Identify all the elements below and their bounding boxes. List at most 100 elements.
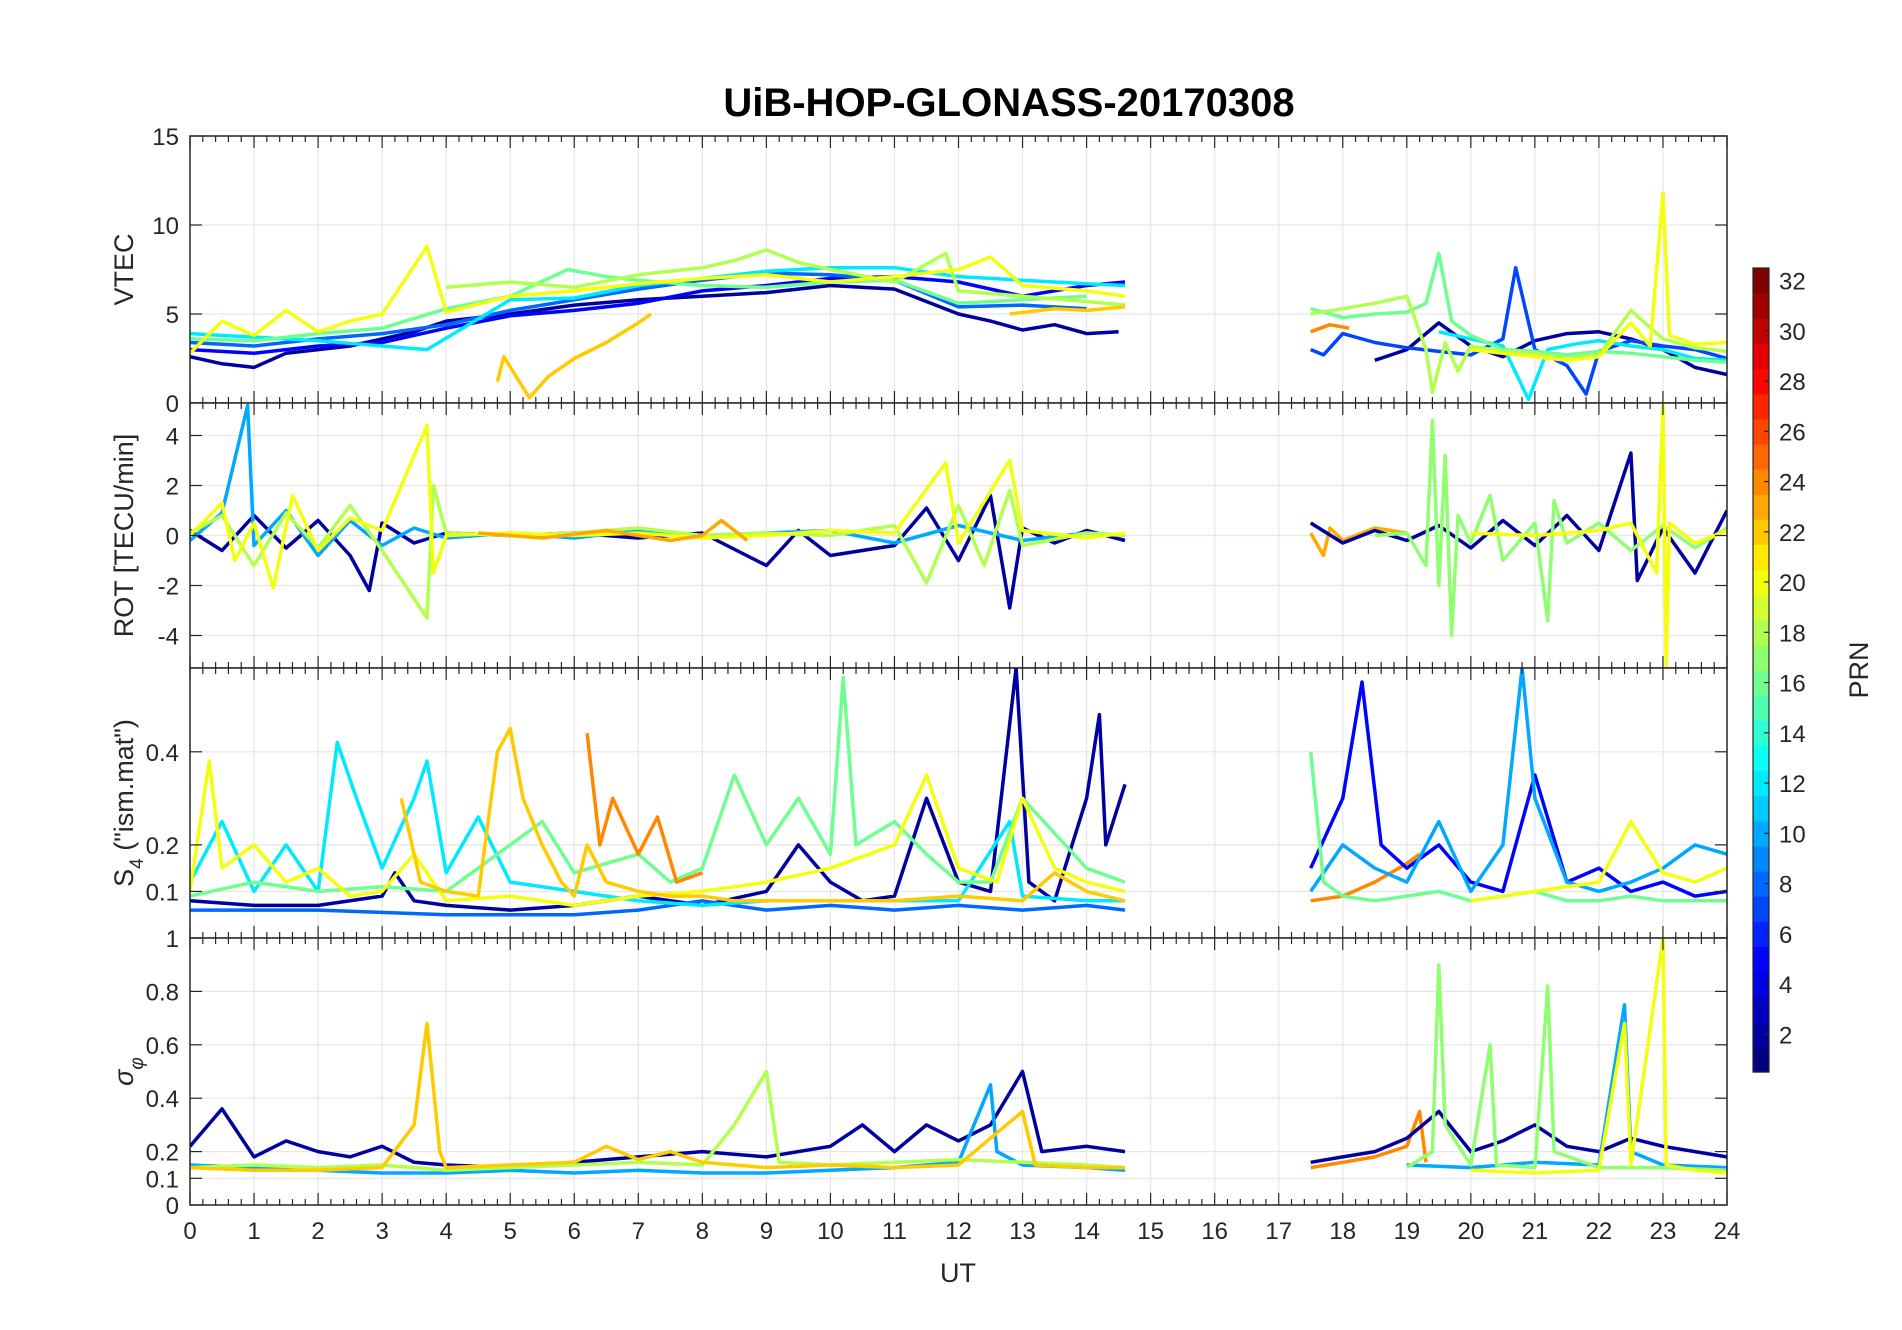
y-axis-label-vtec: VTEC bbox=[109, 233, 139, 305]
series-line-prn-10 bbox=[1406, 1003, 1727, 1170]
x-tick-label: 23 bbox=[1650, 1218, 1677, 1245]
colorbar-swatch-prn-9 bbox=[1753, 845, 1769, 872]
series-group bbox=[190, 938, 1727, 1175]
series-line-prn-20 bbox=[1470, 191, 1727, 363]
x-tick-label: 24 bbox=[1714, 1218, 1741, 1245]
x-tick-label: 12 bbox=[945, 1218, 972, 1245]
colorbar-swatch-prn-19 bbox=[1753, 594, 1769, 621]
x-axis-label: UT bbox=[940, 1258, 976, 1288]
y-axis-label-sigma_phi: σφ bbox=[109, 1057, 148, 1086]
series-line-prn-10 bbox=[1309, 668, 1727, 894]
y-tick-label: 4 bbox=[166, 424, 179, 451]
x-tick-label: 5 bbox=[504, 1218, 517, 1245]
colorbar-swatch-prn-11 bbox=[1753, 795, 1769, 822]
x-tick-label: 1 bbox=[247, 1218, 260, 1245]
colorbar-swatch-prn-8 bbox=[1753, 871, 1769, 897]
series-line-prn-5 bbox=[1309, 680, 1727, 898]
series-line-prn-20 bbox=[190, 759, 1126, 908]
panel-vtec: 0 5 10 15 VTEC bbox=[109, 124, 1728, 418]
colorbar-swatch-prn-16 bbox=[1753, 670, 1769, 696]
x-tick-label: 4 bbox=[439, 1218, 452, 1245]
series-line-prn-18 bbox=[446, 248, 1126, 307]
panel-rot: -4 -2 0 2 4 ROT [TECU/min] bbox=[109, 402, 1728, 669]
colorbar-tick-label: 26 bbox=[1779, 419, 1806, 446]
colorbar-label: PRN bbox=[1844, 641, 1874, 698]
series-line-prn-22 bbox=[399, 726, 1126, 903]
colorbar-tick-label: 14 bbox=[1779, 721, 1806, 748]
series-line-prn-23 bbox=[1309, 526, 1408, 558]
colorbar-tick-label: 20 bbox=[1779, 570, 1806, 597]
series-line-prn-24 bbox=[1310, 322, 1350, 334]
y-tick-label: 15 bbox=[152, 124, 179, 151]
y-axis-label-s4: S4 ("ism.mat") bbox=[109, 719, 148, 887]
x-tick-label: 15 bbox=[1137, 1218, 1164, 1245]
colorbar-swatch-prn-10 bbox=[1753, 820, 1769, 847]
colorbar-swatch-prn-29 bbox=[1753, 343, 1769, 370]
series-line-prn-24 bbox=[585, 733, 703, 884]
colorbar-swatch-prn-1 bbox=[1753, 1046, 1769, 1073]
series-line-prn-8 bbox=[190, 899, 1126, 917]
panel-sigma_phi: 00.10.2 0.4 0.6 0.8 1 σφ bbox=[109, 926, 1728, 1220]
y-tick-label: 0.2 bbox=[146, 1140, 179, 1167]
colorbar-swatch-prn-20 bbox=[1753, 569, 1769, 596]
x-tick-label: 19 bbox=[1393, 1218, 1420, 1245]
y-tick-label: 0.1 bbox=[146, 1166, 179, 1193]
colorbar-swatch-prn-5 bbox=[1753, 946, 1769, 973]
colorbar-tick-label: 12 bbox=[1779, 771, 1806, 798]
y-tick-label: -4 bbox=[158, 624, 179, 651]
y-tick-label: 10 bbox=[152, 213, 179, 240]
x-tick-label: 6 bbox=[568, 1218, 581, 1245]
x-tick-label: 0 bbox=[183, 1218, 196, 1245]
colorbar-tick-label: 24 bbox=[1779, 470, 1806, 497]
y-tick-label: 0.4 bbox=[146, 1086, 179, 1113]
colorbar-tick-label: 10 bbox=[1779, 821, 1806, 848]
colorbar-swatch-prn-22 bbox=[1753, 519, 1769, 545]
x-tick-label: 3 bbox=[375, 1218, 388, 1245]
series-line-prn-8 bbox=[190, 271, 1087, 348]
colorbar-swatch-prn-23 bbox=[1753, 494, 1769, 520]
series-line-prn-7 bbox=[1310, 265, 1727, 396]
colorbar-swatch-prn-2 bbox=[1753, 1021, 1769, 1048]
colorbar-tick-label: 32 bbox=[1779, 269, 1806, 296]
series-line-prn-20 bbox=[190, 244, 1126, 355]
colorbar-swatch-prn-32 bbox=[1753, 268, 1769, 294]
colorbar-swatch-prn-21 bbox=[1753, 544, 1769, 571]
y-tick-label: 0.8 bbox=[146, 979, 179, 1006]
x-tick-label: 16 bbox=[1201, 1218, 1228, 1245]
x-tick-label: 9 bbox=[760, 1218, 773, 1245]
series-group bbox=[190, 403, 1727, 668]
x-tick-label: 17 bbox=[1265, 1218, 1292, 1245]
colorbar-swatch-prn-28 bbox=[1753, 368, 1769, 395]
x-tick-label: 10 bbox=[817, 1218, 844, 1245]
colorbar-swatch-prn-27 bbox=[1753, 393, 1769, 420]
colorbar-tick-label: 16 bbox=[1779, 671, 1806, 698]
series-line-prn-22 bbox=[495, 312, 653, 400]
series-line-prn-20 bbox=[1470, 819, 1727, 903]
colorbar-tick-label: 2 bbox=[1779, 1022, 1792, 1049]
series-line-prn-24 bbox=[1310, 852, 1421, 903]
colorbar-swatch-prn-24 bbox=[1753, 469, 1769, 495]
y-tick-label: 0.1 bbox=[146, 879, 179, 906]
panel-s4: 0.1 0.2 0.4S4 ("ism.mat") bbox=[109, 667, 1728, 939]
colorbar-swatch-prn-4 bbox=[1753, 971, 1769, 998]
colorbar-swatch-prn-18 bbox=[1753, 619, 1769, 646]
series-line-prn-20 bbox=[1470, 403, 1727, 668]
series-line-prn-22 bbox=[1009, 305, 1126, 316]
series-line-prn-22 bbox=[190, 1021, 1125, 1173]
series-line-prn-2 bbox=[190, 283, 1119, 370]
x-tick-label: 8 bbox=[696, 1218, 709, 1245]
chart-title: UiB-HOP-GLONASS-20170308 bbox=[723, 81, 1294, 125]
colorbar-swatch-prn-7 bbox=[1753, 896, 1769, 922]
colorbar-swatch-prn-3 bbox=[1753, 996, 1769, 1023]
colorbar-swatch-prn-26 bbox=[1753, 418, 1769, 445]
series-line-prn-2 bbox=[1310, 1109, 1727, 1165]
y-tick-label: -2 bbox=[158, 574, 179, 601]
x-tick-label: 21 bbox=[1522, 1218, 1549, 1245]
series-group bbox=[190, 191, 1727, 402]
series-line-prn-20 bbox=[190, 423, 1126, 590]
colorbar-tick-label: 30 bbox=[1779, 319, 1806, 346]
series-line-prn-24 bbox=[1310, 1109, 1428, 1170]
series-line-prn-12 bbox=[190, 740, 1125, 908]
x-tick-label: 18 bbox=[1329, 1218, 1356, 1245]
